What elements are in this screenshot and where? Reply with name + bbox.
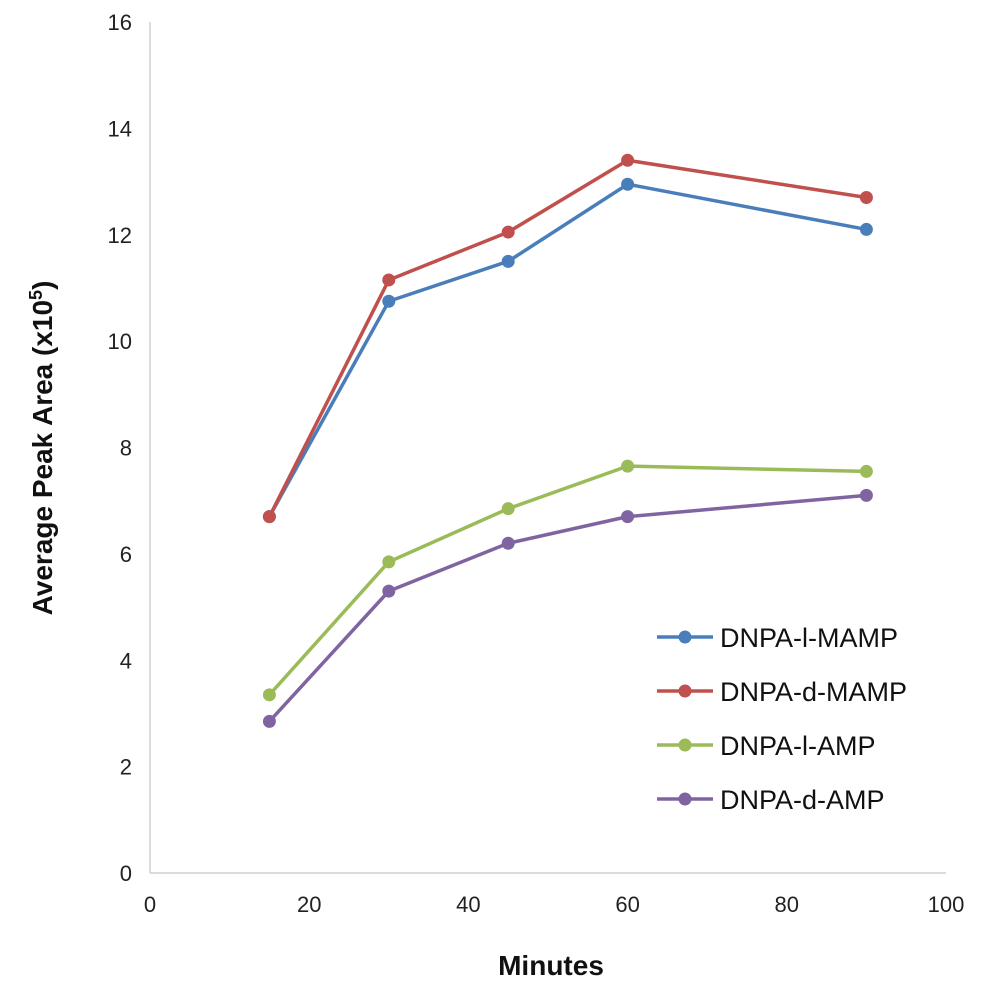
x-tick-label: 80 xyxy=(775,892,799,917)
legend-item: DNPA-l-MAMP xyxy=(657,623,898,653)
x-tick-label: 20 xyxy=(297,892,321,917)
series-line xyxy=(267,182,867,518)
legend-label: DNPA-l-AMP xyxy=(720,731,876,761)
data-point xyxy=(501,254,515,268)
legend: DNPA-l-MAMP DNPA-d-MAMP DNPA-l-AMP DNPA-d-A… xyxy=(657,623,907,815)
y-tick-label: 8 xyxy=(120,436,132,461)
x-tick-label: 100 xyxy=(928,892,965,917)
y-tick-label: 12 xyxy=(108,223,132,248)
y-tick-label: 2 xyxy=(120,755,132,780)
x-axis-title: Minutes xyxy=(498,950,604,981)
data-point xyxy=(859,222,873,236)
legend-item: DNPA-d-AMP xyxy=(657,785,885,815)
data-point xyxy=(621,459,635,473)
legend-label: DNPA-l-MAMP xyxy=(720,623,898,653)
data-point xyxy=(859,191,873,205)
legend-marker-icon xyxy=(678,738,692,752)
y-tick-label: 16 xyxy=(108,10,132,35)
y-tick-label: 10 xyxy=(108,329,132,354)
legend-item: DNPA-l-AMP xyxy=(657,731,876,761)
data-point xyxy=(621,510,635,524)
y-tick-label: 6 xyxy=(120,542,132,567)
legend-marker-icon xyxy=(678,684,692,698)
y-tick-labels: 0 2 4 6 8 10 12 14 16 xyxy=(108,10,132,886)
legend-label: DNPA-d-AMP xyxy=(720,785,885,815)
data-point xyxy=(859,464,873,478)
data-point xyxy=(262,714,276,728)
data-point xyxy=(859,488,873,502)
data-point xyxy=(621,177,635,191)
data-point xyxy=(382,584,396,598)
x-tick-labels: 0 20 40 60 80 100 xyxy=(144,892,964,917)
y-tick-label: 0 xyxy=(120,861,132,886)
x-tick-label: 60 xyxy=(615,892,639,917)
series-DNPA-d-MAMP xyxy=(262,153,873,524)
data-point xyxy=(382,555,396,569)
series-DNPA-d-AMP xyxy=(262,488,873,728)
series-DNPA-l-AMP xyxy=(262,459,873,702)
data-point xyxy=(501,225,515,239)
legend-marker-icon xyxy=(678,792,692,806)
legend-marker-icon xyxy=(678,630,692,644)
x-tick-label: 0 xyxy=(144,892,156,917)
data-point xyxy=(262,510,276,524)
data-point xyxy=(501,502,515,516)
y-tick-label: 4 xyxy=(120,648,132,673)
series-line xyxy=(268,464,867,696)
y-axis-title: Average Peak Area (x105) xyxy=(26,281,58,616)
series-lines xyxy=(262,153,873,728)
legend-item: DNPA-d-MAMP xyxy=(657,677,907,707)
data-point xyxy=(501,536,515,550)
data-point xyxy=(382,294,396,308)
data-point xyxy=(262,688,276,702)
data-point xyxy=(382,273,396,287)
axes xyxy=(149,22,946,874)
y-tick-label: 14 xyxy=(108,116,132,141)
x-tick-label: 40 xyxy=(456,892,480,917)
data-point xyxy=(621,153,635,167)
legend-label: DNPA-d-MAMP xyxy=(720,677,907,707)
